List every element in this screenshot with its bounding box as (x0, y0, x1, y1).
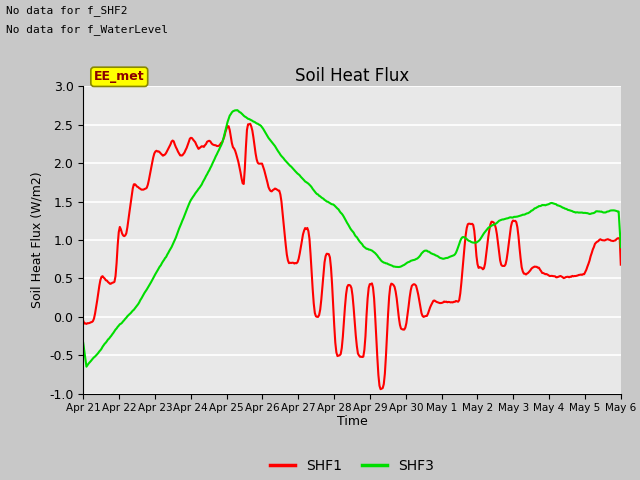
Legend: SHF1, SHF3: SHF1, SHF3 (264, 454, 440, 479)
Text: EE_met: EE_met (94, 71, 145, 84)
Title: Soil Heat Flux: Soil Heat Flux (295, 67, 409, 85)
Text: No data for f_SHF2: No data for f_SHF2 (6, 5, 128, 16)
X-axis label: Time: Time (337, 415, 367, 428)
Y-axis label: Soil Heat Flux (W/m2): Soil Heat Flux (W/m2) (31, 172, 44, 308)
Text: No data for f_WaterLevel: No data for f_WaterLevel (6, 24, 168, 35)
